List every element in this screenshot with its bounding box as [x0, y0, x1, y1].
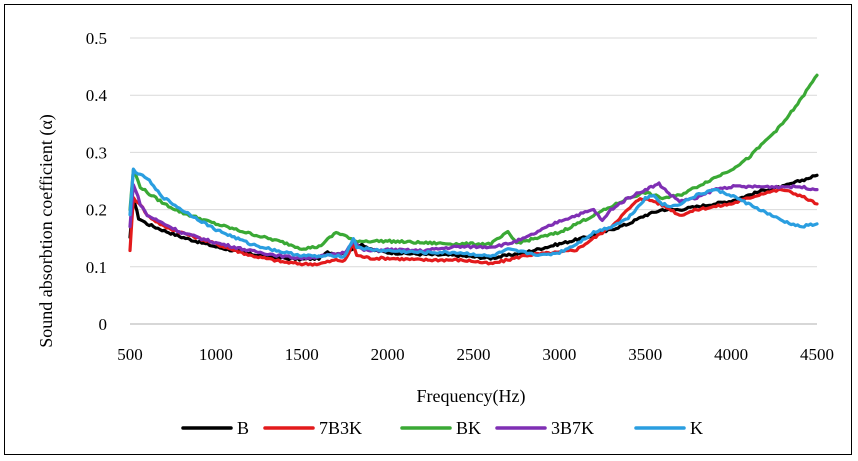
legend-label-k: K — [690, 418, 703, 438]
y-tick-label: 0 — [99, 315, 108, 334]
legend-label-7b3k: 7B3K — [319, 418, 362, 438]
y-tick-label: 0.1 — [86, 258, 107, 277]
x-axis-title: Frequency(Hz) — [417, 386, 526, 407]
series-line-k — [128, 167, 819, 259]
y-tick-label: 0.4 — [86, 86, 108, 105]
y-tick-label: 0.3 — [86, 143, 107, 162]
legend: B 7B3K BK 3B7K K — [181, 418, 703, 438]
x-tick-label: 1500 — [285, 345, 319, 364]
series-line-3b7k — [128, 181, 819, 261]
legend-label-b: B — [237, 418, 249, 438]
legend-label-bk: BK — [456, 418, 481, 438]
x-tick-label: 500 — [117, 345, 143, 364]
gridlines — [130, 37, 817, 268]
legend-label-3b7k: 3B7K — [551, 418, 594, 438]
x-tick-label: 3500 — [628, 345, 662, 364]
x-tick-label: 2000 — [371, 345, 405, 364]
x-tick-label: 1000 — [199, 345, 233, 364]
tick-labels: 0 0.1 0.2 0.3 0.4 0.5 500 1000 1500 2000 2500 3000 3… — [86, 29, 834, 364]
y-axis-title: Sound absorbtion coefficient (α) — [36, 114, 57, 348]
x-tick-label: 2500 — [457, 345, 491, 364]
chart-frame — [4, 4, 852, 455]
series-line-bk — [128, 73, 819, 251]
x-tick-label: 3000 — [542, 345, 576, 364]
series-line-7b3k — [128, 187, 819, 267]
y-tick-label: 0.5 — [86, 29, 107, 48]
y-tick-label: 0.2 — [86, 201, 107, 220]
x-tick-label: 4500 — [800, 345, 834, 364]
series-lines — [128, 73, 819, 267]
x-tick-label: 4000 — [714, 345, 748, 364]
